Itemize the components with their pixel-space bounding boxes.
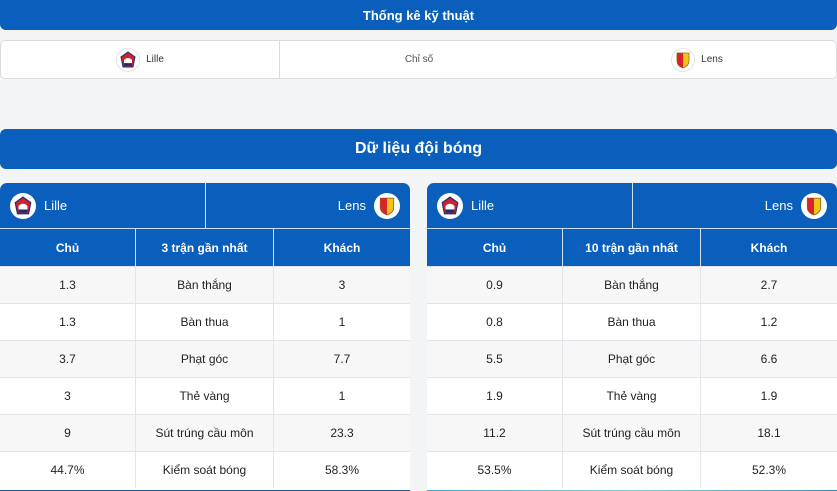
team-data-header: Dữ liệu đội bóng <box>0 129 837 169</box>
panel-away-team[interactable]: Lens <box>631 183 837 228</box>
tech-home-team-name: Lille <box>146 54 164 65</box>
home-value: 11.2 <box>483 426 506 440</box>
table-row: 9 Sút trúng cầu môn 23.3 <box>0 414 410 451</box>
away-value: 1 <box>338 389 346 403</box>
last-3-matches-panel: Lille Lens Chủ 3 trận gần nhất Khách 1.3… <box>0 183 410 491</box>
lens-logo-icon <box>801 192 827 219</box>
panel-team-row: Lille Lens <box>0 183 410 229</box>
col-header-home: Chủ <box>55 240 80 255</box>
last-10-matches-panel: Lille Lens Chủ 10 trận gần nhất Khách 0.… <box>427 183 837 491</box>
table-row: 0.8 Bàn thua 1.2 <box>427 303 837 340</box>
table-row: 0.9 Bàn thắng 2.7 <box>427 266 837 303</box>
col-header-period: 3 trận gần nhất <box>135 229 274 266</box>
lens-logo-icon <box>671 47 696 72</box>
away-value: 58.3% <box>324 463 360 477</box>
panel-home-team-name: Lille <box>44 198 68 213</box>
stat-label: Sút trúng cầu môn <box>562 415 701 451</box>
away-value: 1.9 <box>760 389 778 403</box>
lens-logo-icon <box>374 192 400 219</box>
stat-label: Bàn thua <box>135 304 274 340</box>
table-row: 3.7 Phạt góc 7.7 <box>0 340 410 377</box>
col-header-away: Khách <box>323 240 361 255</box>
table-row: 1.3 Bàn thua 1 <box>0 303 410 340</box>
stat-label: Thẻ vàng <box>135 378 274 414</box>
home-value: 3.7 <box>59 352 76 366</box>
tech-metric-label: Chỉ số <box>404 54 434 65</box>
away-value: 6.6 <box>760 352 778 366</box>
home-value: 3 <box>64 389 71 403</box>
panel-team-row: Lille Lens <box>427 183 837 229</box>
stat-label: Kiểm soát bóng <box>562 452 701 488</box>
table-row: 44.7% Kiểm soát bóng 58.3% <box>0 451 410 488</box>
stat-label: Bàn thua <box>562 304 701 340</box>
tech-stats-header: Thống kê kỹ thuật <box>0 0 837 30</box>
col-header-away: Khách <box>750 240 788 255</box>
stat-label: Thẻ vàng <box>562 378 701 414</box>
panel-column-headers: Chủ 3 trận gần nhất Khách <box>0 229 410 266</box>
col-header-period: 10 trận gần nhất <box>562 229 701 266</box>
home-value: 5.5 <box>486 352 503 366</box>
home-value: 0.9 <box>486 278 503 292</box>
home-value: 1.3 <box>59 278 76 292</box>
tech-home-team[interactable]: Lille <box>1 41 279 78</box>
away-value: 1 <box>338 315 346 329</box>
tech-metric-column: Chỉ số <box>279 41 558 78</box>
stat-label: Phạt góc <box>562 341 701 377</box>
home-value: 9 <box>64 426 71 440</box>
away-value: 1.2 <box>760 315 778 329</box>
away-value: 23.3 <box>330 426 354 440</box>
tech-stats-team-row: Lille Chỉ số Lens <box>0 40 837 79</box>
panel-away-team[interactable]: Lens <box>204 183 411 228</box>
table-row: 53.5% Kiểm soát bóng 52.3% <box>427 451 837 488</box>
panel-rows: 1.3 Bàn thắng 3 1.3 Bàn thua 1 3.7 Phạt … <box>0 266 410 488</box>
home-value: 53.5% <box>477 463 512 477</box>
lille-logo-icon <box>437 192 463 219</box>
away-value: 3 <box>338 278 346 292</box>
table-row: 1.3 Bàn thắng 3 <box>0 266 410 303</box>
home-value: 1.3 <box>59 315 76 329</box>
tech-away-team[interactable]: Lens <box>558 41 836 78</box>
tech-stats-title: Thống kê kỹ thuật <box>362 7 475 23</box>
lille-logo-icon <box>10 192 36 219</box>
stat-label: Phạt góc <box>135 341 274 377</box>
lille-logo-icon <box>116 47 141 72</box>
stat-label: Bàn thắng <box>135 267 274 303</box>
away-value: 18.1 <box>757 426 781 440</box>
table-row: 1.9 Thẻ vàng 1.9 <box>427 377 837 414</box>
team-data-title: Dữ liệu đội bóng <box>354 140 483 157</box>
table-row: 3 Thẻ vàng 1 <box>0 377 410 414</box>
home-value: 0.8 <box>486 315 503 329</box>
home-value: 1.9 <box>486 389 503 403</box>
col-header-home: Chủ <box>482 240 507 255</box>
tech-away-team-name: Lens <box>701 54 723 65</box>
table-row: 11.2 Sút trúng cầu môn 18.1 <box>427 414 837 451</box>
away-value: 52.3% <box>751 463 787 477</box>
stat-label: Sút trúng cầu môn <box>135 415 274 451</box>
table-row: 5.5 Phạt góc 6.6 <box>427 340 837 377</box>
stat-label: Kiểm soát bóng <box>135 452 274 488</box>
away-value: 7.7 <box>333 352 351 366</box>
stat-label: Bàn thắng <box>562 267 701 303</box>
away-value: 2.7 <box>760 278 778 292</box>
panel-home-team[interactable]: Lille <box>427 183 632 228</box>
home-value: 44.7% <box>50 463 85 477</box>
panel-away-team-name: Lens <box>337 198 366 213</box>
panel-home-team-name: Lille <box>471 198 495 213</box>
panel-home-team[interactable]: Lille <box>0 183 205 228</box>
panel-column-headers: Chủ 10 trận gần nhất Khách <box>427 229 837 266</box>
panel-away-team-name: Lens <box>764 198 793 213</box>
panel-rows: 0.9 Bàn thắng 2.7 0.8 Bàn thua 1.2 5.5 P… <box>427 266 837 488</box>
